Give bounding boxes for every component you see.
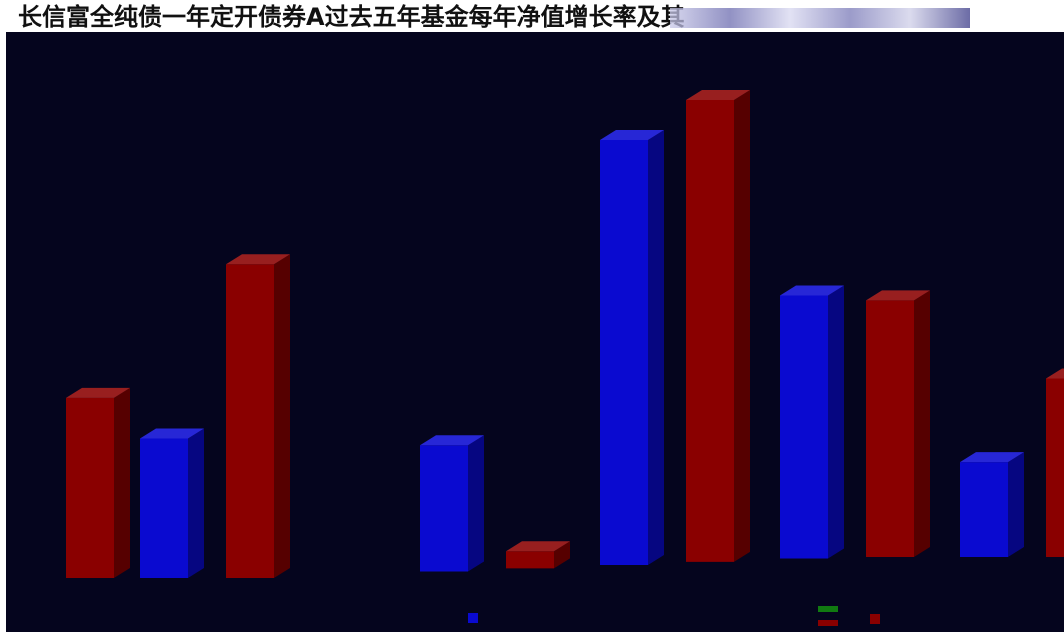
bar-top [506,541,570,552]
bar-front [866,300,914,557]
bar-top [600,129,664,140]
legend [468,606,880,626]
bar-front [960,462,1008,557]
bar-top [866,290,930,301]
bar-side [114,387,130,578]
bar-top [66,387,130,398]
bar-series-2-group-4 [686,90,750,562]
bar-front [686,100,734,562]
bar-series-1-group-6 [960,452,1024,557]
bar-top [140,428,204,439]
bar-front [66,397,114,578]
bar-top [960,452,1024,463]
bar-front [506,551,554,569]
bar-side [554,541,570,569]
bar-top [686,90,750,101]
bar-front [780,295,828,559]
legend-series-4-marker [870,614,880,624]
bar-series-1-group-3 [420,435,484,572]
bar-series-1-group-5 [780,285,844,559]
chart-title: 长信富全纯债一年定开债券A过去五年基金每年净值增长率及其 [18,3,685,31]
legend-series-2-marker [818,606,838,612]
bar-series-2-group-6 [1046,368,1064,557]
bar-series-2-group-5 [866,290,930,557]
bar-side [914,290,930,557]
bar-side [828,285,844,559]
bar-side [1008,452,1024,557]
bar-top [780,285,844,296]
bar-side [274,254,290,578]
bars-layer [66,90,1064,578]
bar-top [226,254,290,265]
bar-top [1046,368,1064,379]
bar-series-2-group-2 [226,254,290,578]
bar-series-2-group-3 [506,541,570,569]
bar-front [1046,378,1064,557]
bar-front [226,264,274,578]
bar-side [468,435,484,572]
bar-side [648,129,664,565]
bar-side [734,90,750,562]
bar-front [600,139,648,565]
bar-front [420,445,468,572]
bar-series-1-group-2 [140,428,204,578]
bar-series-1-group-4 [600,129,664,565]
bar-series-2-group-1 [66,387,130,578]
bar-side [188,428,204,578]
bar-top [420,435,484,446]
title-compression-artifact [670,8,970,28]
legend-series-1-marker [468,613,478,623]
legend-series-3-marker [818,620,838,626]
bar-front [140,438,188,578]
